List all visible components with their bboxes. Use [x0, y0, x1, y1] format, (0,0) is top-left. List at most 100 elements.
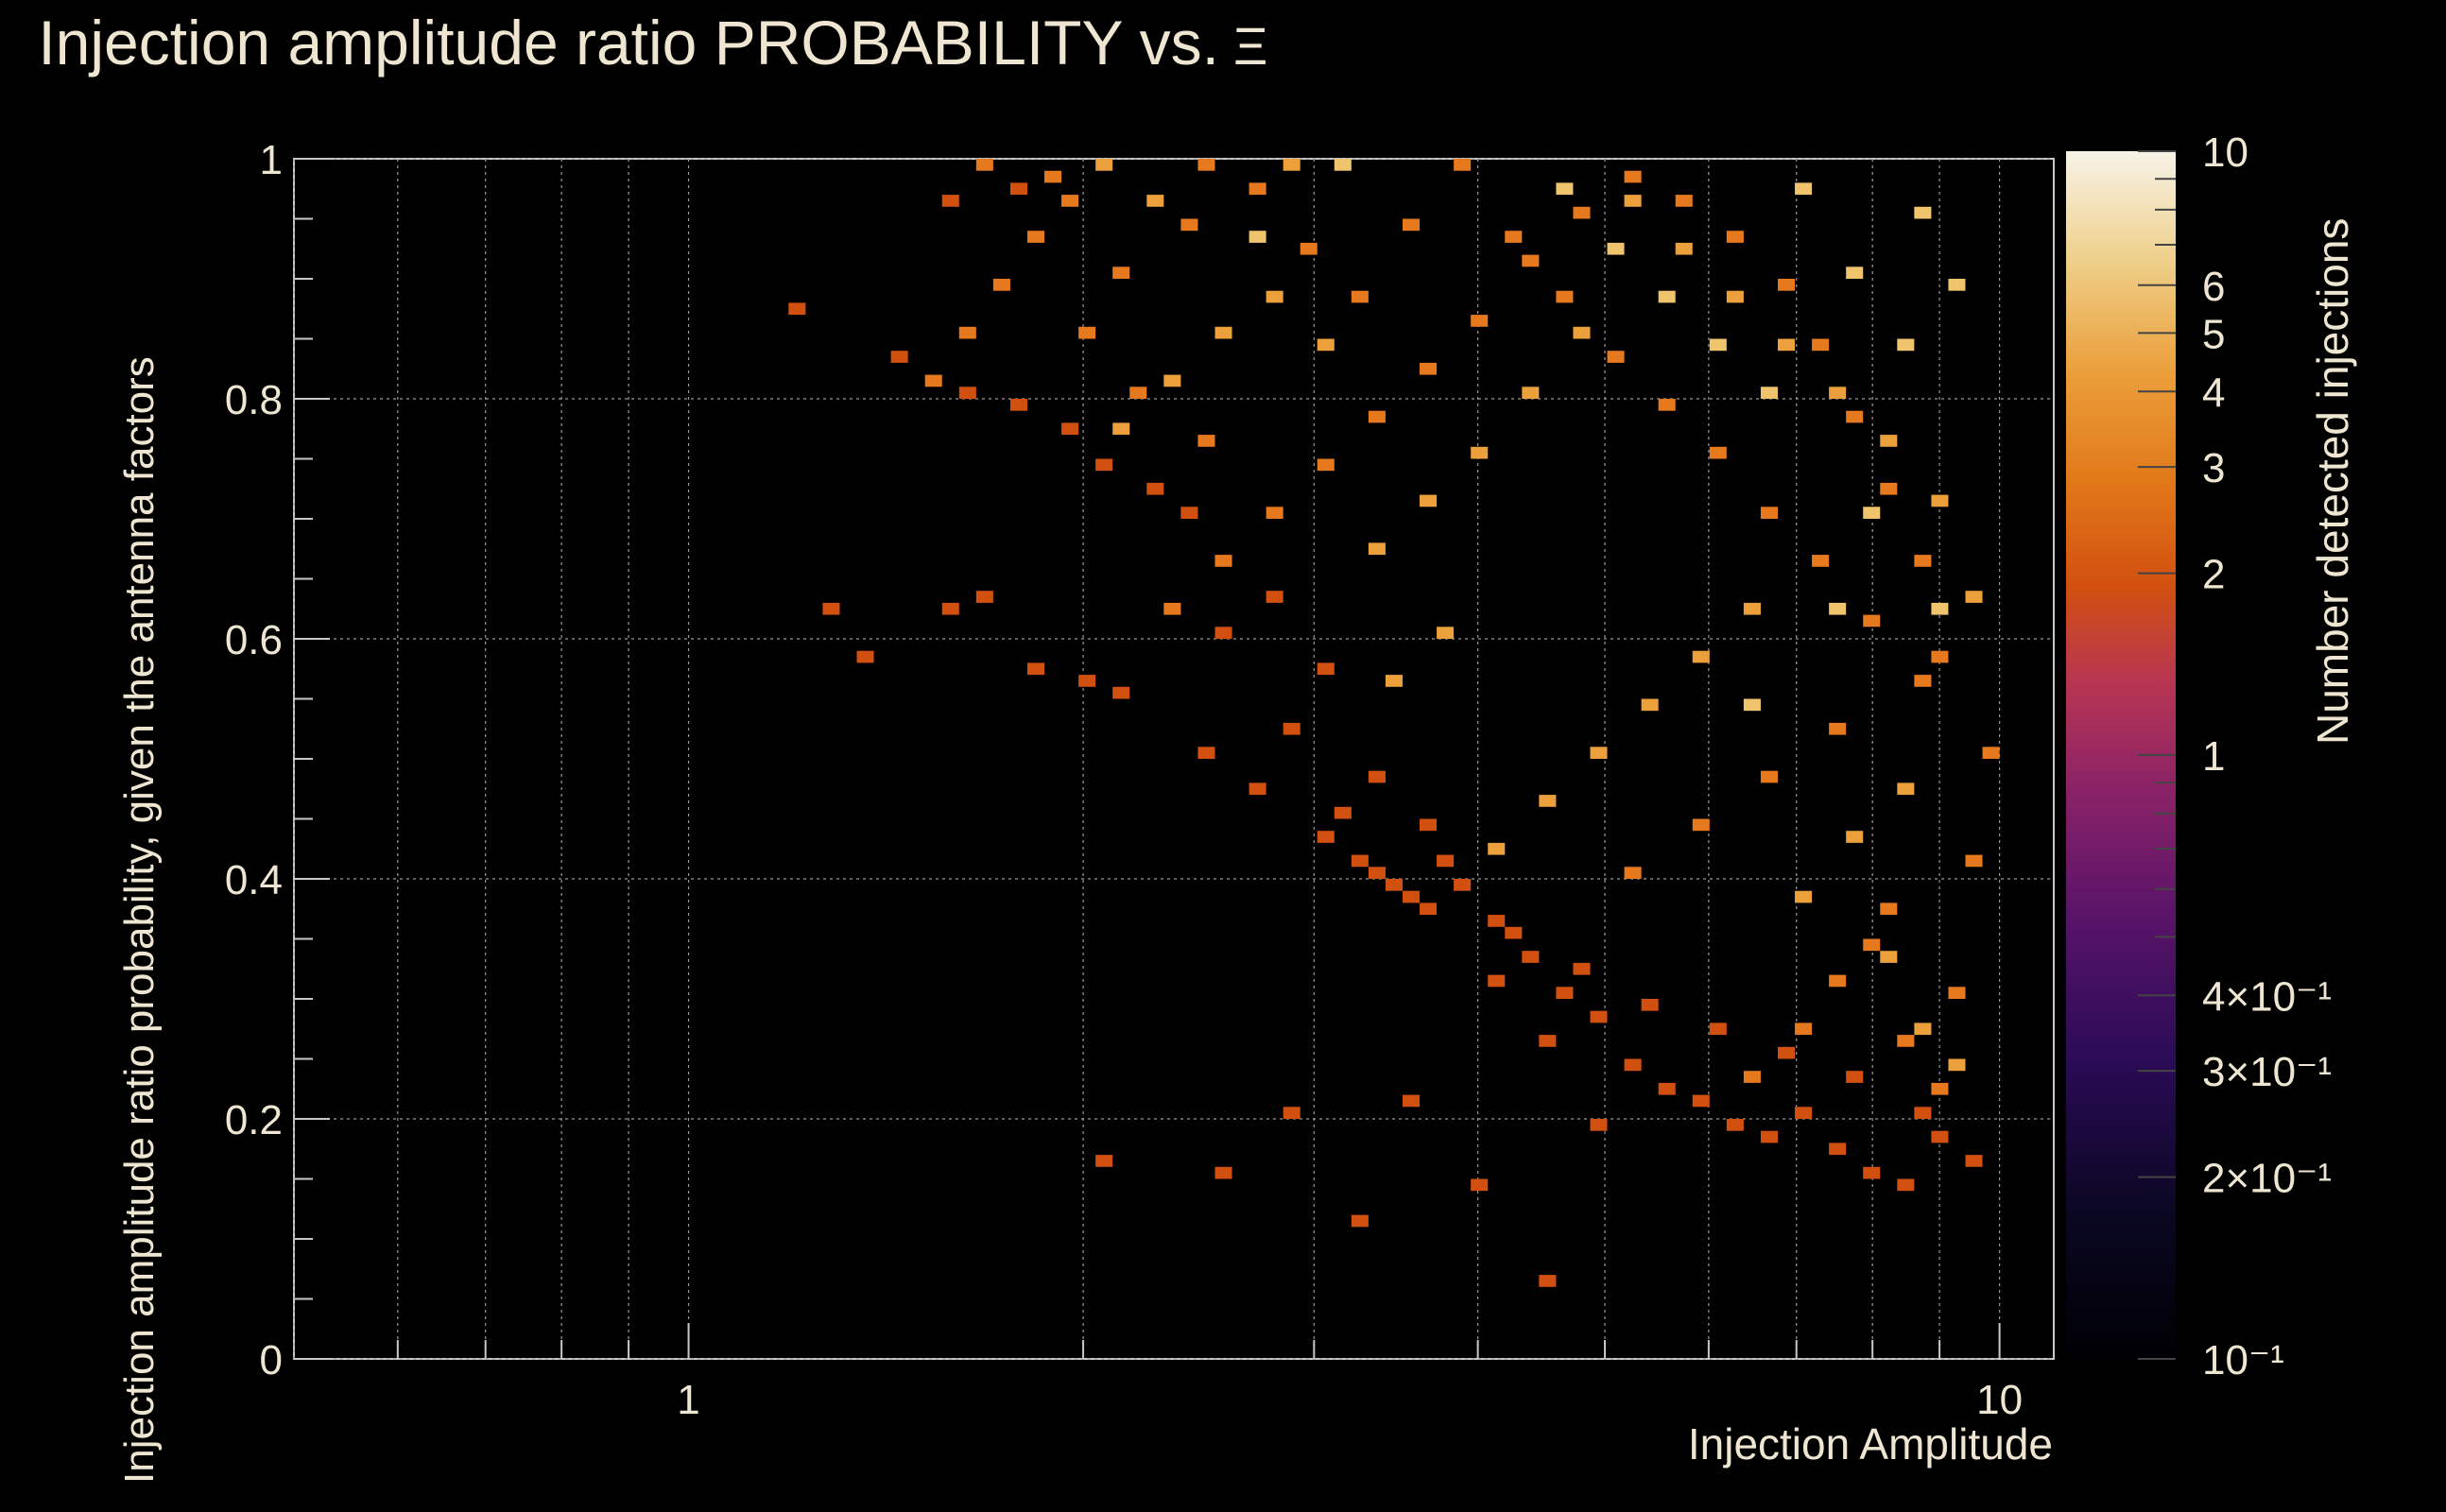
heatmap-cell	[1420, 494, 1438, 507]
heatmap-cell	[1692, 650, 1710, 663]
heatmap-cell	[1095, 458, 1113, 472]
y-axis-ticks: 0 0.2 0.4 0.6 0.8 1	[225, 137, 330, 1383]
heatmap-cell	[1777, 1046, 1796, 1059]
heatmap-cell	[1471, 315, 1489, 327]
color-scale-tick-label: 4×10⁻¹	[2202, 973, 2332, 1020]
heatmap-cell	[1846, 1071, 1864, 1083]
heatmap-cell	[1675, 242, 1693, 255]
heatmap-cell	[1283, 1107, 1301, 1119]
color-scale-tick-label: 3	[2202, 445, 2225, 491]
heatmap-cell	[1522, 951, 1540, 963]
heatmap-cell	[1914, 555, 1932, 567]
heatmap-cell	[1368, 867, 1386, 879]
heatmap-cell	[1726, 290, 1744, 303]
heatmap-cell	[958, 326, 976, 339]
heatmap-cell	[1624, 867, 1642, 879]
heatmap-cell	[1948, 279, 1966, 291]
heatmap-cell	[1607, 242, 1625, 255]
heatmap-cell	[1556, 182, 1574, 196]
heatmap-cell	[1760, 507, 1778, 519]
heatmap-cell	[1726, 231, 1744, 243]
heatmap-cell	[1624, 170, 1642, 183]
heatmap-cell	[788, 302, 806, 316]
heatmap-cell	[1812, 338, 1830, 352]
heatmap-cell	[890, 351, 908, 363]
heatmap-cell	[1317, 662, 1335, 676]
heatmap-cell	[1743, 602, 1761, 615]
heatmap-cell	[1965, 854, 1983, 868]
heatmap-cell	[1965, 1155, 1983, 1167]
heatmap-cell	[1214, 627, 1232, 639]
heatmap-cell	[1180, 218, 1198, 232]
color-scale-tick-label: 10	[2202, 129, 2248, 176]
heatmap-cell	[1829, 974, 1847, 988]
heatmap-cell	[1044, 170, 1062, 183]
heatmap-cell	[1931, 650, 1949, 663]
heatmap-cell	[1471, 446, 1489, 459]
heatmap-cell	[1829, 387, 1847, 399]
heatmap-cell	[1488, 915, 1506, 927]
y-axis-label: Injection amplitude ratio probability, g…	[116, 356, 163, 1484]
heatmap-cell	[1573, 326, 1591, 339]
heatmap-cell	[1249, 782, 1266, 796]
heatmap-cell	[1385, 879, 1403, 891]
heatmap-cell	[1624, 195, 1642, 207]
heatmap-cell	[1146, 482, 1164, 495]
heatmap-cell	[1351, 290, 1369, 303]
heatmap-cell	[1590, 747, 1608, 759]
heatmap-cell	[1112, 422, 1130, 436]
color-scale-tick-label: 5	[2202, 311, 2225, 357]
heatmap-cell	[1726, 1119, 1744, 1131]
heatmap-cell	[1829, 602, 1847, 615]
heatmap-cell	[975, 159, 993, 171]
color-scale-tick-label: 3×10⁻¹	[2202, 1049, 2332, 1095]
heatmap-cell	[1965, 591, 1983, 603]
heatmap-cell	[1846, 410, 1864, 423]
color-scale-tick-label: 10⁻¹	[2202, 1337, 2284, 1383]
heatmap-cell	[1522, 254, 1540, 267]
heatmap-cell	[1437, 627, 1455, 639]
chart-title: Injection amplitude ratio PROBABILITY vs…	[38, 8, 1219, 77]
heatmap-cell	[1846, 266, 1864, 279]
heatmap-cell	[1454, 879, 1472, 891]
heatmap-cell	[1214, 326, 1232, 339]
heatmap-cell	[1982, 747, 2000, 759]
heatmap-cell	[1880, 482, 1898, 495]
heatmap-cell	[1026, 662, 1045, 676]
heatmap-cell	[1829, 722, 1847, 735]
heatmap-cells	[788, 159, 2000, 1287]
heatmap-cell	[1880, 435, 1898, 447]
color-scale-tick-label: 2×10⁻¹	[2202, 1156, 2332, 1202]
heatmap-cell	[1880, 902, 1898, 916]
heatmap-cell	[1743, 698, 1761, 712]
heatmap-cell	[941, 602, 959, 615]
heatmap-cell	[1283, 722, 1301, 735]
heatmap-cell	[1863, 1166, 1881, 1179]
x-tick-label: 10	[1976, 1377, 2023, 1423]
heatmap-cell	[1658, 290, 1676, 303]
heatmap-cell	[1709, 1022, 1727, 1036]
heatmap-cell	[1095, 1155, 1113, 1167]
heatmap-cell	[1914, 206, 1932, 219]
heatmap-cell	[1402, 890, 1421, 903]
x-axis-ticks: 1 10	[396, 1323, 2023, 1423]
heatmap-cell	[1556, 290, 1574, 303]
heatmap-cell	[1197, 747, 1215, 759]
heatmap-cell	[1658, 1082, 1676, 1095]
heatmap-cell	[1948, 1058, 1966, 1072]
heatmap-cell	[1163, 374, 1181, 387]
heatmap-cell	[1931, 602, 1949, 615]
heatmap-cell	[1402, 218, 1421, 232]
heatmap-cell	[1931, 494, 1949, 507]
heatmap-cell	[1437, 854, 1455, 868]
heatmap-cell	[1573, 962, 1591, 975]
plot-area: 0 0.2 0.4 0.6 0.8 1 1 10	[225, 137, 2055, 1423]
heatmap-cell	[1112, 686, 1130, 699]
heatmap-cell	[958, 387, 976, 399]
heatmap-cell	[1112, 266, 1130, 279]
heatmap-cell	[1590, 1010, 1608, 1023]
heatmap-cell	[1078, 675, 1096, 687]
color-scale: 10 65 4 3 2 1 4×10⁻¹ 3×10⁻¹ 2×10⁻¹ 10⁻¹ Number de…	[2066, 129, 2357, 1383]
heatmap-cell	[1897, 782, 1915, 796]
heatmap-cell	[1385, 675, 1403, 687]
